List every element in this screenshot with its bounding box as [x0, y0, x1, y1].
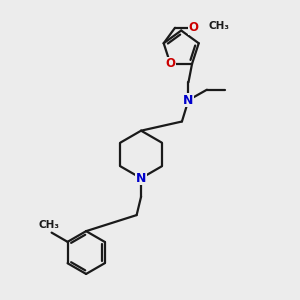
Text: N: N [183, 94, 194, 106]
Text: CH₃: CH₃ [39, 220, 60, 230]
Text: CH₃: CH₃ [209, 21, 230, 31]
Text: O: O [165, 57, 176, 70]
Text: O: O [188, 21, 198, 34]
Text: N: N [136, 172, 146, 185]
